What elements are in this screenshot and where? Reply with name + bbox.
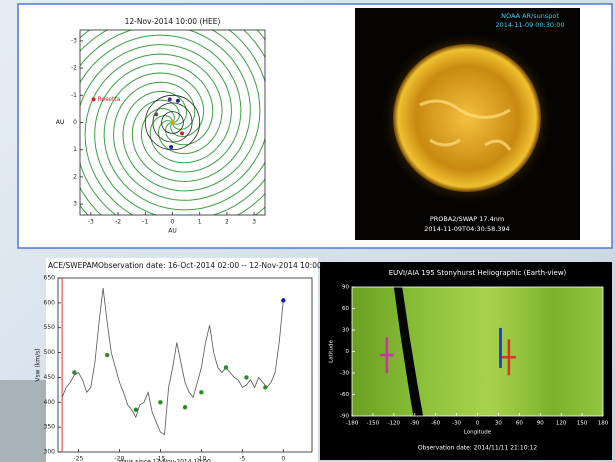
- page: {"chart_data": [ {"type": "orbit", "titl…: [0, 0, 615, 462]
- y-tick-label: 60: [342, 306, 349, 312]
- x-tick-label: 1: [198, 219, 202, 226]
- y-tick-label: -3: [71, 37, 77, 44]
- speed-marker: [105, 353, 109, 357]
- solar-footer: 2014-11-09T04:30:58.394: [424, 225, 509, 233]
- x-tick-label: -180: [346, 421, 359, 427]
- speed-marker: [263, 385, 267, 389]
- region-marker: [499, 328, 502, 368]
- x-tick-label: 2: [225, 219, 229, 226]
- x-tick-label: -60: [431, 421, 440, 427]
- x-axis-label: AU: [168, 228, 177, 235]
- x-tick-label: 0: [476, 421, 480, 427]
- y-tick-label: -60: [340, 392, 349, 398]
- x-tick-label: 150: [577, 421, 588, 427]
- x-axis-label: Longitude: [464, 430, 492, 436]
- speed-marker: [183, 405, 187, 409]
- y-tick-label: 400: [44, 399, 56, 406]
- speed-marker: [199, 390, 203, 394]
- body-point: [169, 145, 173, 149]
- solar-header: 2014-11-09 00:30:00: [495, 21, 564, 29]
- y-tick-label: 300: [44, 449, 56, 456]
- y-tick-label: -2: [71, 65, 77, 72]
- y-axis-label: Vsw (km/s): [35, 348, 42, 381]
- solar-footer: PROBA2/SWAP 17.4nm: [430, 215, 504, 223]
- x-tick-label: 0: [281, 456, 285, 462]
- speed-marker: [224, 365, 228, 369]
- slide: NOAA AR/sunspot 2014-11-09 00:30:00 PROB…: [0, 0, 615, 462]
- x-tick-label: 60: [516, 421, 523, 427]
- solar-header: NOAA AR/sunspot: [501, 12, 559, 20]
- x-tick-label: -3: [88, 219, 94, 226]
- y-axis-label: AU: [56, 119, 65, 126]
- x-tick-label: -150: [367, 421, 380, 427]
- x-tick-label: -5: [239, 456, 245, 462]
- x-tick-label: 0: [171, 219, 175, 226]
- y-tick-label: 550: [44, 324, 56, 331]
- point-label: Rosetta: [98, 96, 121, 103]
- body-point: [171, 121, 175, 125]
- y-tick-label: -90: [340, 414, 349, 420]
- body-point: [168, 97, 172, 101]
- x-tick-label: 30: [495, 421, 502, 427]
- y-tick-label: 30: [342, 328, 349, 334]
- y-tick-label: 350: [44, 424, 56, 431]
- x-tick-label: -30: [452, 421, 461, 427]
- body-point: [180, 131, 184, 135]
- speed-marker: [244, 375, 248, 379]
- body-point: [176, 99, 180, 103]
- y-tick-label: 3: [73, 201, 77, 208]
- speed-marker: [134, 408, 138, 412]
- chart-title: 12-Nov-2014 10:00 (HEE): [125, 17, 221, 26]
- y-tick-label: 2: [73, 173, 77, 180]
- y-tick-label: 650: [44, 275, 56, 282]
- map-footer: Observation date: 2014/11/11 21:10:12: [418, 445, 538, 452]
- side-decoration: [0, 380, 48, 462]
- x-tick-label: 120: [556, 421, 567, 427]
- x-tick-label: -120: [388, 421, 401, 427]
- y-axis-label: Latitude: [329, 340, 335, 363]
- body-point: [92, 97, 96, 101]
- chart-title: ACE/SWEPAM: [48, 261, 98, 270]
- y-tick-label: -1: [71, 92, 77, 99]
- x-tick-label: 90: [537, 421, 544, 427]
- speed-marker: [72, 370, 76, 374]
- sun-disk: [393, 44, 541, 192]
- chart-subtitle: Observation date: 16-Oct-2014 02:00 -- 1…: [98, 261, 322, 270]
- y-tick-label: 600: [44, 299, 56, 306]
- y-tick-label: 0: [73, 119, 77, 126]
- speed-marker: [158, 400, 162, 404]
- x-tick-label: -25: [74, 456, 84, 462]
- x-tick-label: 3: [252, 219, 256, 226]
- x-axis-label: days since 12-Nov-2014 10:00: [119, 459, 211, 462]
- x-tick-label: 180: [598, 421, 609, 427]
- body-point: [154, 112, 158, 116]
- x-tick-label: -1: [142, 219, 148, 226]
- y-tick-label: -30: [340, 371, 349, 377]
- x-tick-label: -2: [115, 219, 121, 226]
- y-tick-label: 0: [346, 349, 350, 355]
- x-tick-label: -90: [410, 421, 419, 427]
- map-image: [352, 287, 603, 416]
- chart-title: EUVI/AIA 195 Stonyhurst Heliographic (Ea…: [389, 269, 567, 277]
- y-tick-label: 1: [73, 146, 77, 153]
- speed-marker: [281, 298, 285, 302]
- y-tick-label: 500: [44, 349, 56, 356]
- y-tick-label: 90: [342, 285, 349, 291]
- y-tick-label: 450: [44, 374, 56, 381]
